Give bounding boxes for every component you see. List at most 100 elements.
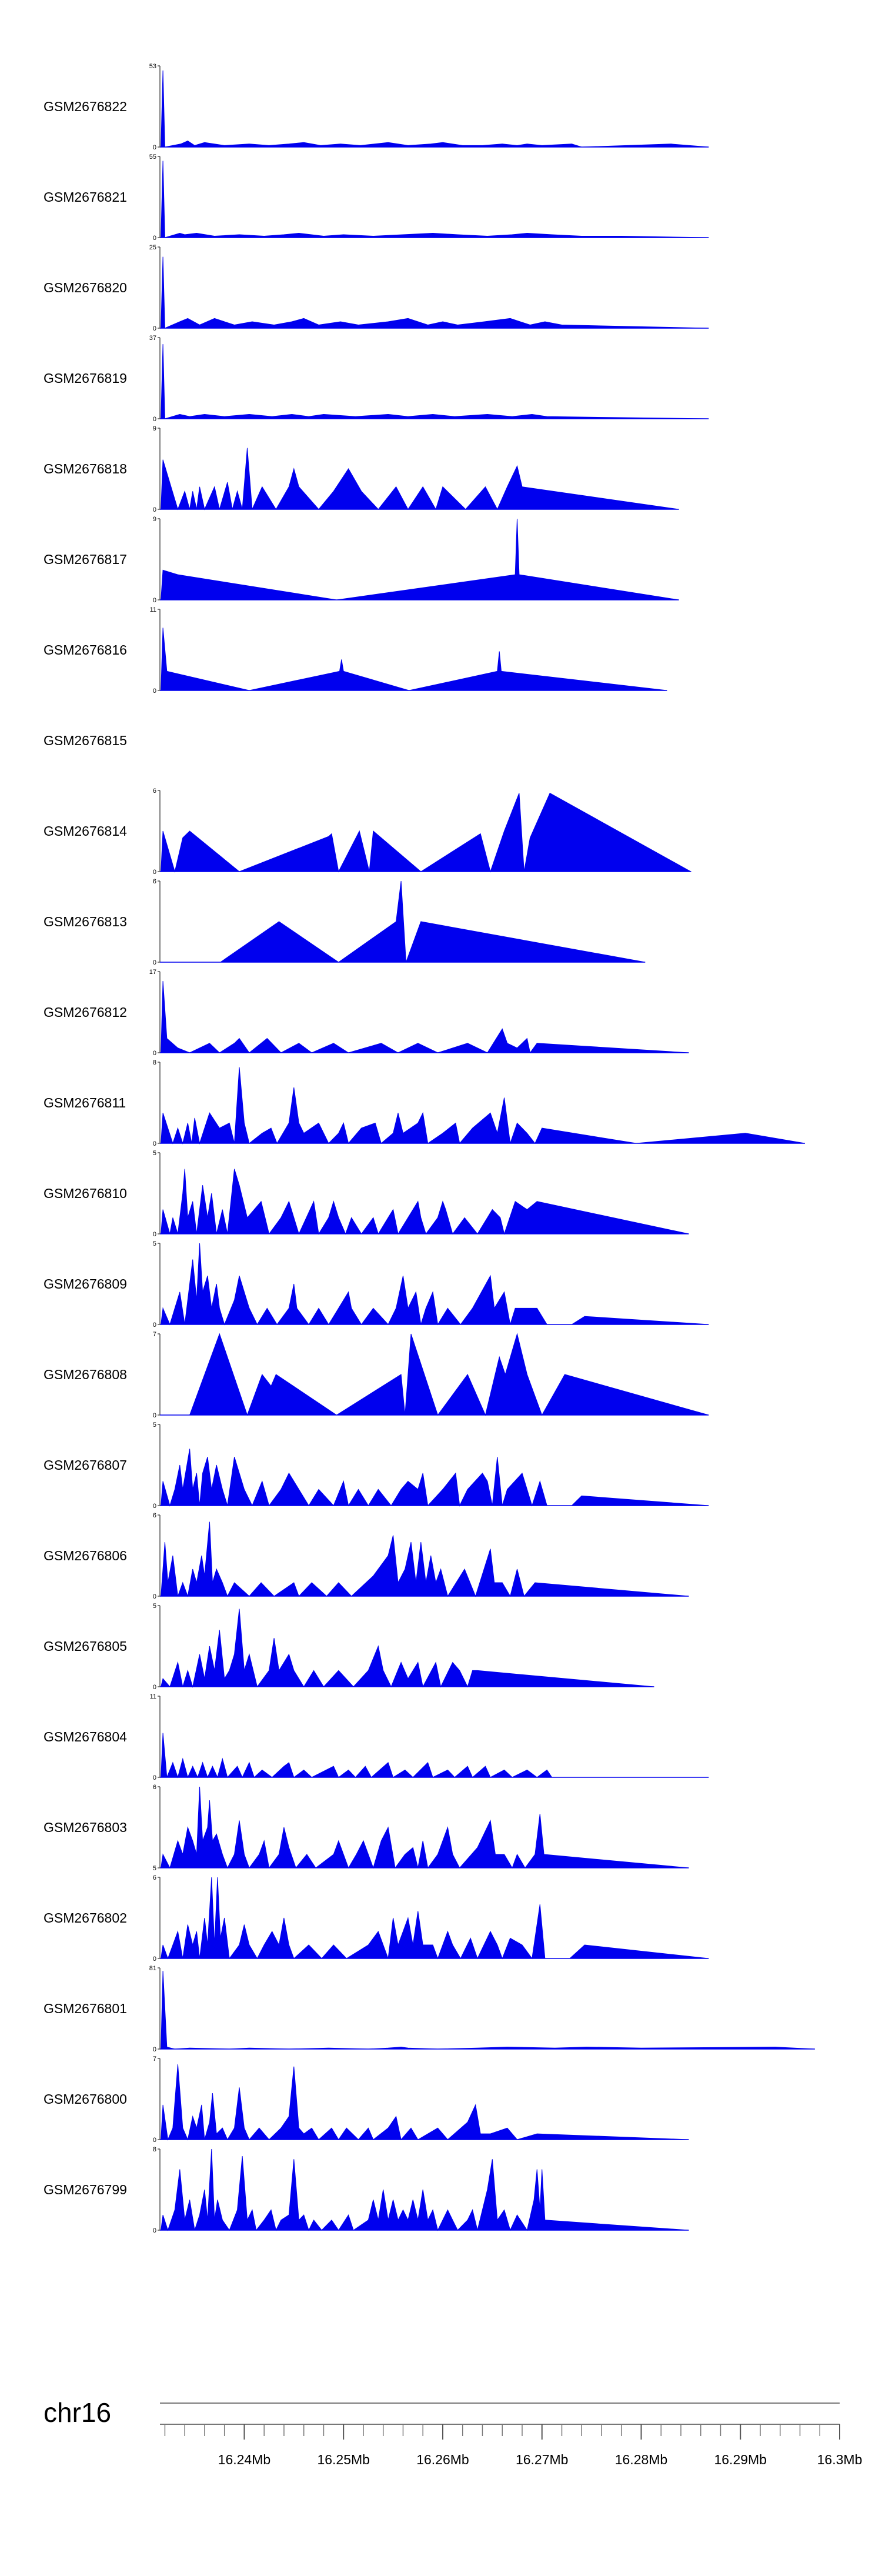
track-GSM2676807: GSM2676807 5 0 xyxy=(44,1422,709,1510)
track-ymin-label: 0 xyxy=(153,1956,156,1963)
track-GSM2676818: GSM2676818 9 0 xyxy=(44,425,679,513)
track-GSM2676799: GSM2676799 8 0 xyxy=(44,2146,689,2234)
track-ymin-label: 0 xyxy=(153,597,156,604)
track-ymin-label: 0 xyxy=(153,1231,156,1238)
axis-tick-label: 16.25Mb xyxy=(317,2452,370,2467)
track-label: GSM2676810 xyxy=(44,1186,127,1201)
track-label: GSM2676820 xyxy=(44,280,127,295)
track-ymax-label: 25 xyxy=(149,244,156,251)
track-ymax-label: 5 xyxy=(153,1150,156,1157)
track-ymax-label: 6 xyxy=(153,1874,156,1881)
track-signal-area xyxy=(161,1786,689,1869)
track-ymin-label: 0 xyxy=(153,869,156,876)
track-ymin-label: 0 xyxy=(153,144,156,151)
track-ymax-label: 9 xyxy=(153,425,156,432)
track-signal-area xyxy=(161,792,692,873)
track-GSM2676816: GSM2676816 11 0 xyxy=(44,606,667,695)
track-GSM2676812: GSM2676812 17 0 xyxy=(44,969,689,1057)
axis-tick-label: 16.3Mb xyxy=(817,2452,863,2467)
axis-ticks: 16.24Mb 16.25Mb 16.26Mb 16.27Mb 16.28Mb 16.29… xyxy=(164,2424,863,2467)
track-label: GSM2676803 xyxy=(44,1820,127,1835)
track-GSM2676805: GSM2676805 5 0 xyxy=(44,1603,654,1691)
track-GSM2676800: GSM2676800 7 0 xyxy=(44,2056,689,2144)
track-ymin-label: 0 xyxy=(153,1684,156,1691)
track-ymin-label: 0 xyxy=(153,506,156,513)
track-ymax-label: 6 xyxy=(153,878,156,885)
track-ymin-label: 0 xyxy=(153,959,156,966)
track-label: GSM2676817 xyxy=(44,552,127,567)
track-GSM2676802: GSM2676802 6 0 xyxy=(44,1874,709,1963)
track-label: GSM2676814 xyxy=(44,823,127,839)
track-ymin-label: 5 xyxy=(153,1865,156,1872)
track-signal-area xyxy=(161,518,679,600)
track-label: GSM2676808 xyxy=(44,1367,127,1382)
track-ymax-label: 7 xyxy=(153,1331,156,1338)
track-signal-area xyxy=(161,1067,805,1144)
track-ymin-label: 0 xyxy=(153,1140,156,1147)
track-ymin-label: 0 xyxy=(153,1593,156,1600)
track-label: GSM2676813 xyxy=(44,914,127,929)
track-label: GSM2676802 xyxy=(44,1910,127,1926)
track-label: GSM2676819 xyxy=(44,371,127,386)
track-GSM2676810: GSM2676810 5 0 xyxy=(44,1150,689,1238)
track-label: GSM2676807 xyxy=(44,1457,127,1473)
track-ymin-label: 0 xyxy=(153,416,156,423)
track-signal-area xyxy=(161,256,709,329)
track-signal-area xyxy=(161,2064,689,2141)
track-GSM2676803: GSM2676803 6 5 xyxy=(44,1784,689,1872)
track-ymax-label: 7 xyxy=(153,2056,156,2063)
track-signal-area xyxy=(161,2148,689,2231)
track-signal-area xyxy=(161,70,709,148)
track-GSM2676809: GSM2676809 5 0 xyxy=(44,1240,709,1329)
track-ymin-label: 0 xyxy=(153,1503,156,1510)
track-signal-area xyxy=(161,1243,709,1326)
track-label: GSM2676805 xyxy=(44,1639,127,1654)
track-signal-area xyxy=(161,1733,709,1778)
track-GSM2676822: GSM2676822 53 0 xyxy=(44,63,709,151)
track-GSM2676813: GSM2676813 6 0 xyxy=(44,878,646,966)
track-signal-area xyxy=(161,1449,709,1507)
track-GSM2676808: GSM2676808 7 0 xyxy=(44,1331,709,1419)
track-label: GSM2676809 xyxy=(44,1276,127,1292)
track-signal-area xyxy=(161,448,679,510)
track-signal-area xyxy=(219,880,646,963)
axis-tick-label: 16.29Mb xyxy=(714,2452,767,2467)
track-label: GSM2676799 xyxy=(44,2182,127,2197)
track-ymin-label: 0 xyxy=(153,1774,156,1781)
track-GSM2676820: GSM2676820 25 0 xyxy=(44,244,709,332)
track-signal-area xyxy=(161,344,709,419)
track-GSM2676801: GSM2676801 81 0 xyxy=(44,1965,815,2053)
track-GSM2676814: GSM2676814 6 0 xyxy=(44,788,692,876)
track-signal-area xyxy=(161,1971,815,2050)
track-GSM2676806: GSM2676806 6 0 xyxy=(44,1512,689,1600)
track-label: GSM2676816 xyxy=(44,642,127,658)
track-GSM2676811: GSM2676811 8 0 xyxy=(44,1059,805,1147)
track-GSM2676815: GSM2676815 xyxy=(44,733,127,748)
track-ymin-label: 0 xyxy=(153,1050,156,1057)
track-signal-area xyxy=(161,981,689,1054)
track-ymin-label: 0 xyxy=(153,2137,156,2144)
track-ymax-label: 17 xyxy=(149,969,156,976)
axis-tick-label: 16.27Mb xyxy=(516,2452,569,2467)
track-signal-area xyxy=(161,1521,689,1597)
track-ymax-label: 8 xyxy=(153,1059,156,1066)
track-ymax-label: 6 xyxy=(153,1512,156,1519)
track-label: GSM2676822 xyxy=(44,99,127,114)
track-ymax-label: 9 xyxy=(153,516,156,523)
genome-axis: chr16 16.24Mb 16.25Mb 16.26Mb 16.27Mb 16.28M… xyxy=(44,2397,862,2467)
track-ymax-label: 8 xyxy=(153,2146,156,2153)
track-ymax-label: 5 xyxy=(153,1603,156,1610)
track-signal-area xyxy=(161,1609,654,1688)
track-ymax-label: 11 xyxy=(150,606,156,613)
track-ymin-label: 0 xyxy=(153,688,156,695)
track-label: GSM2676811 xyxy=(44,1095,126,1110)
track-label: GSM2676821 xyxy=(44,189,127,205)
track-GSM2676817: GSM2676817 9 0 xyxy=(44,516,679,604)
track-label: GSM2676812 xyxy=(44,1005,127,1020)
track-ymax-label: 81 xyxy=(149,1965,156,1972)
track-ymax-label: 53 xyxy=(149,63,156,70)
track-ymin-label: 0 xyxy=(153,1412,156,1419)
track-label: GSM2676818 xyxy=(44,461,127,476)
track-ymax-label: 11 xyxy=(150,1693,156,1700)
